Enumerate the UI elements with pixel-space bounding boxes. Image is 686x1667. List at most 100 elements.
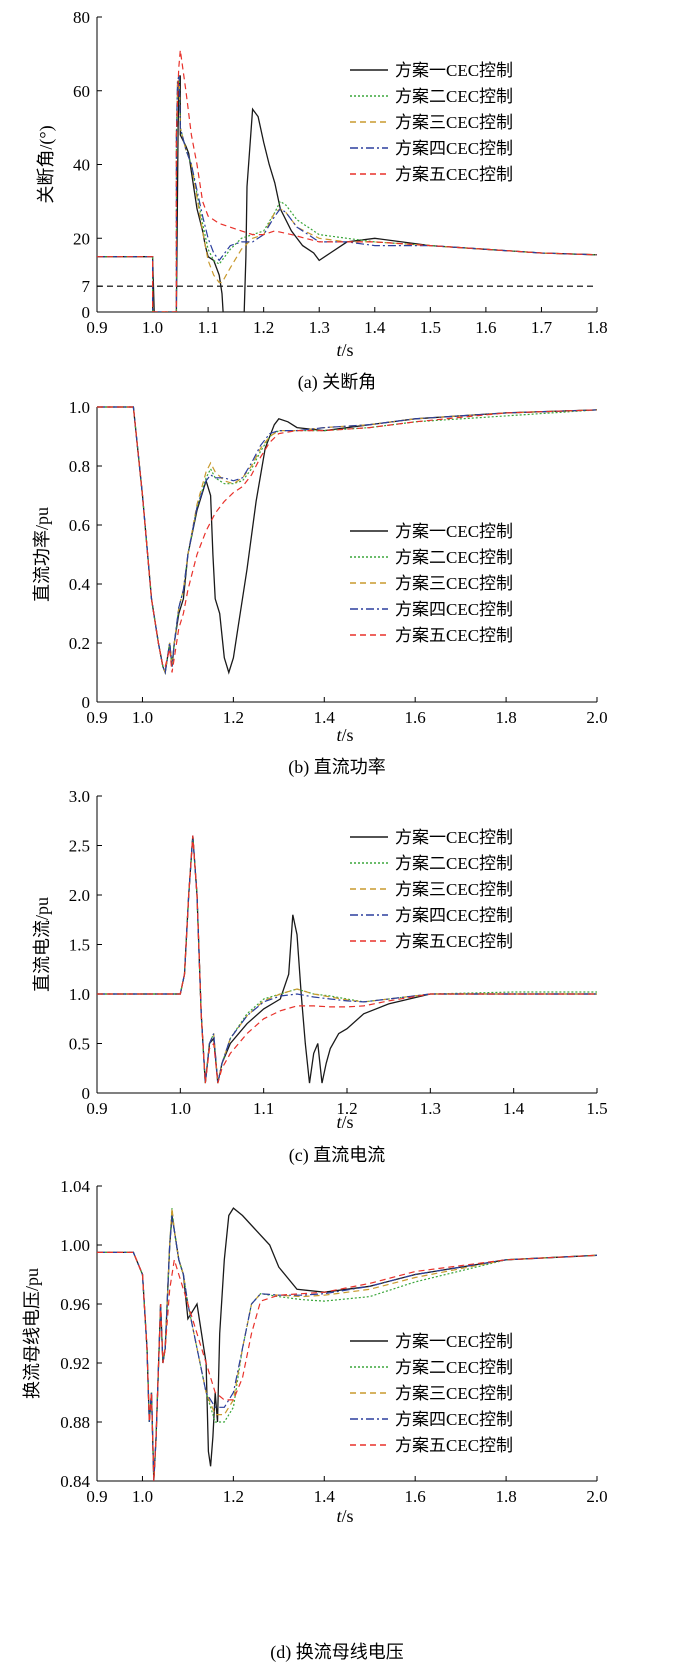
chart-panel-2: 0.9 1.0 1.2 1.4 1.6 1.8 2.0 0 0.2 0.4 0.6 0.8 1.0 方案一… [32, 398, 608, 778]
legend-label-3: 方案三CEC控制 [395, 1384, 513, 1403]
y-tick-label: 1.00 [60, 1236, 90, 1255]
y-tick-label: 0 [82, 1084, 91, 1103]
legend-label-1: 方案一CEC控制 [395, 828, 513, 847]
y-tick-label: 0.88 [60, 1413, 90, 1432]
x-tick-label: 0.9 [86, 708, 107, 727]
y-tick-label: 80 [73, 8, 90, 27]
y-tick-label: 1.04 [60, 1177, 90, 1196]
y-tick-label: 0.2 [69, 634, 90, 653]
x-axis-label: t/s [336, 340, 353, 360]
legend-label-2: 方案二CEC控制 [395, 1358, 513, 1377]
legend-label-1: 方案一CEC控制 [395, 522, 513, 541]
y-axis-label: 换流母线电压/pu [22, 1268, 42, 1399]
x-tick-label: 1.4 [314, 708, 336, 727]
legend-label-3: 方案三CEC控制 [395, 880, 513, 899]
y-tick-label: 1.0 [69, 398, 90, 417]
chart-panel-3: 0.9 1.0 1.1 1.2 1.3 1.4 1.5 0 0.5 1.0 1.5 2.0 2.5 3.0… [32, 787, 608, 1166]
x-tick-label: 1.2 [223, 708, 244, 727]
chart-panel-1: 0.9 1.0 1.1 1.2 1.3 1.4 1.5 1.6 1.7 1.8 0 7 20 40 60 80… [36, 8, 608, 393]
chart-panel-4: 0.9 1.0 1.2 1.4 1.6 1.8 2.0 0.84 0.88 0.92 0.96 1.0… [22, 1177, 608, 1663]
y-axis-label: 直流电流/pu [32, 897, 52, 992]
series-line-1 [97, 835, 597, 1084]
series-line-2 [97, 75, 597, 312]
x-axis-label-variable: t [336, 725, 342, 745]
x-tick-label: 1.3 [420, 1099, 441, 1118]
chart-caption: (c) 直流电流 [289, 1145, 385, 1166]
chart-caption: (b) 直流功率 [288, 757, 386, 778]
y-tick-label: 0.6 [69, 516, 90, 535]
legend-label-2: 方案二CEC控制 [395, 548, 513, 567]
x-tick-label: 1.8 [495, 708, 516, 727]
y-tick-label: 0.96 [60, 1295, 90, 1314]
chart-caption: (d) 换流母线电压 [270, 1642, 404, 1663]
x-tick-label: 1.6 [405, 1487, 426, 1506]
x-tick-label: 1.4 [314, 1487, 336, 1506]
y-tick-label: 2.0 [69, 886, 90, 905]
y-axis-label: 关断角/(°) [36, 125, 57, 203]
series-line-3 [97, 406, 597, 675]
x-tick-label: 1.1 [253, 1099, 274, 1118]
y-tick-label: 0 [82, 693, 91, 712]
legend-label-3: 方案三CEC控制 [395, 113, 513, 132]
x-tick-label: 1.5 [420, 318, 441, 337]
legend-label-5: 方案五CEC控制 [395, 626, 513, 645]
legend-label-4: 方案四CEC控制 [395, 139, 513, 158]
series-line-2 [97, 835, 597, 1084]
y-tick-label: 0 [82, 303, 91, 322]
series-line-5 [97, 1251, 597, 1481]
x-tick-label: 2.0 [586, 1487, 607, 1506]
x-tick-label: 1.8 [586, 318, 607, 337]
x-tick-label: 1.3 [309, 318, 330, 337]
legend-label-5: 方案五CEC控制 [395, 1436, 513, 1455]
y-tick-label: 0.92 [60, 1354, 90, 1373]
y-tick-label: 0.84 [60, 1472, 90, 1491]
series-line-1 [97, 1207, 597, 1481]
y-tick-label: 0.5 [69, 1035, 90, 1054]
x-axis-label-unit: /s [342, 1506, 354, 1526]
y-tick-label: 1.5 [69, 936, 90, 955]
x-tick-label: 1.6 [475, 318, 496, 337]
x-tick-label: 2.0 [586, 708, 607, 727]
x-tick-label: 1.0 [132, 1487, 153, 1506]
y-tick-label: 7 [82, 277, 91, 296]
series-line-2 [97, 1208, 597, 1481]
x-tick-label: 1.4 [364, 318, 386, 337]
legend-label-2: 方案二CEC控制 [395, 87, 513, 106]
legend-label-4: 方案四CEC控制 [395, 906, 513, 925]
chart-caption: (a) 关断角 [298, 372, 376, 393]
x-axis-label: t/s [336, 1506, 353, 1526]
legend-label-2: 方案二CEC控制 [395, 854, 513, 873]
x-axis-label-unit: /s [342, 340, 354, 360]
series-line-4 [97, 1215, 597, 1481]
y-tick-label: 0.4 [69, 575, 91, 594]
x-tick-label: 1.7 [531, 318, 553, 337]
y-tick-label: 0.8 [69, 457, 90, 476]
legend-label-5: 方案五CEC控制 [395, 165, 513, 184]
x-tick-label: 1.1 [197, 318, 218, 337]
x-tick-label: 1.2 [336, 1099, 357, 1118]
x-tick-label: 1.6 [405, 708, 426, 727]
x-axis-label-unit: /s [342, 725, 354, 745]
x-axis-label-variable: t [336, 1506, 342, 1526]
x-tick-label: 1.5 [586, 1099, 607, 1118]
series-line-2 [97, 406, 597, 675]
series-line-1 [97, 406, 597, 675]
y-tick-label: 20 [73, 229, 90, 248]
y-tick-label: 1.0 [69, 985, 90, 1004]
x-tick-label: 0.9 [86, 318, 107, 337]
x-tick-label: 1.2 [223, 1487, 244, 1506]
legend-label-5: 方案五CEC控制 [395, 932, 513, 951]
x-tick-label: 1.4 [503, 1099, 525, 1118]
series-line-4 [97, 75, 597, 312]
x-axis-label: t/s [336, 725, 353, 745]
x-tick-label: 0.9 [86, 1099, 107, 1118]
series-line-3 [97, 75, 597, 312]
legend-label-1: 方案一CEC控制 [395, 61, 513, 80]
x-axis-label-variable: t [336, 1112, 342, 1132]
y-tick-label: 3.0 [69, 787, 90, 806]
y-tick-label: 40 [73, 156, 90, 175]
legend-label-4: 方案四CEC控制 [395, 600, 513, 619]
y-axis-label: 直流功率/pu [32, 507, 52, 602]
y-tick-label: 60 [73, 82, 90, 101]
